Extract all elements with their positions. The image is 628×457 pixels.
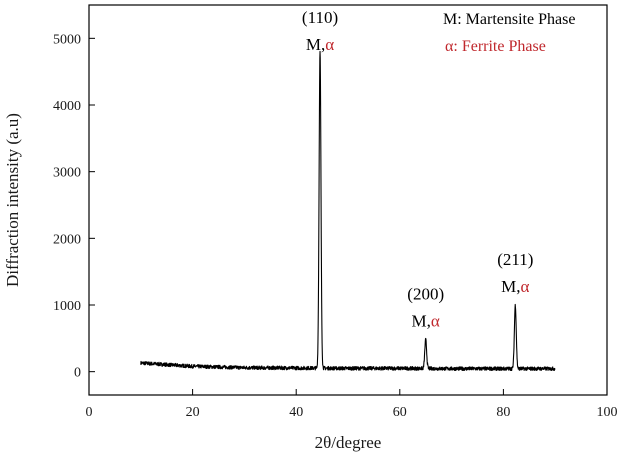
- y-tick-label: 4000: [53, 99, 81, 114]
- y-tick-label: 3000: [53, 166, 81, 181]
- plot-frame: [88, 4, 608, 396]
- peak-annotations: (110)M,α(200)M,α(211)M,α: [302, 8, 533, 331]
- x-tick-label: 80: [496, 405, 510, 420]
- y-tick-label: 2000: [53, 232, 81, 247]
- x-tick-label: 0: [86, 405, 93, 420]
- peak-phase-label: M,α: [501, 277, 529, 296]
- peak-hkl-label: (211): [497, 250, 533, 269]
- phase-m-text: M,: [412, 312, 431, 331]
- x-axis-ticks: 0 20 40 60 80 100: [86, 389, 618, 420]
- phase-alpha-text: α: [325, 35, 334, 54]
- legend: M: Martensite Phase α: Ferrite Phase: [443, 11, 575, 55]
- peak-hkl-label: (200): [407, 285, 444, 304]
- xrd-series-line: [140, 50, 556, 372]
- peak-hkl-label: (110): [302, 8, 338, 27]
- plot-border: [88, 4, 608, 396]
- x-tick-label: 40: [289, 405, 303, 420]
- x-tick-label: 100: [597, 405, 618, 420]
- phase-m-text: M,: [306, 35, 325, 54]
- y-tick-label: 1000: [53, 299, 81, 314]
- peak-phase-label: M,α: [306, 35, 334, 54]
- peak-phase-label: M,α: [412, 312, 440, 331]
- phase-alpha-text: α: [431, 312, 440, 331]
- y-tick-label: 0: [74, 366, 81, 381]
- x-tick-label: 60: [393, 405, 407, 420]
- series-layer: [140, 50, 556, 372]
- phase-alpha-text: α: [521, 277, 530, 296]
- phase-m-text: M,: [501, 277, 520, 296]
- legend-entry: M: Martensite Phase: [443, 11, 575, 28]
- x-tick-label: 20: [186, 405, 200, 420]
- legend-entry: α: Ferrite Phase: [445, 38, 546, 55]
- y-axis-label: Diffraction intensity (a.u): [3, 113, 22, 287]
- x-axis-label: 2θ/degree: [315, 433, 382, 452]
- y-tick-label: 5000: [53, 32, 81, 47]
- y-axis-ticks: 0 1000 2000 3000 4000 5000: [53, 32, 95, 381]
